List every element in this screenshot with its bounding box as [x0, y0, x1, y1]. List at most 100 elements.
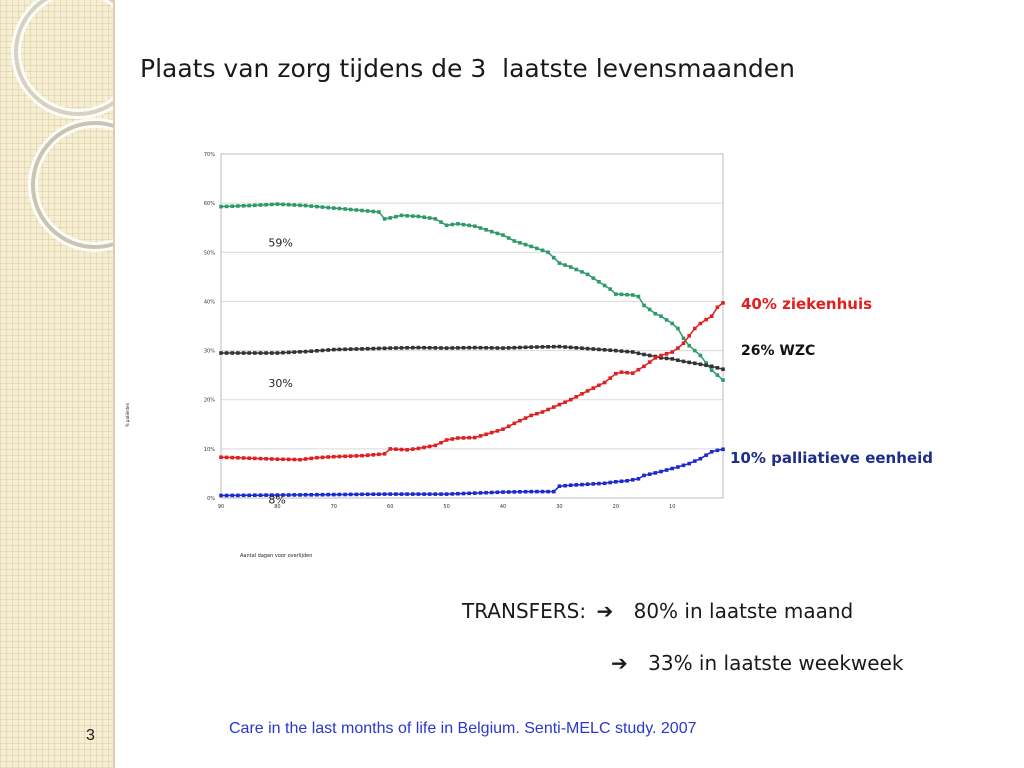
data-point [348, 492, 353, 497]
data-point [360, 453, 364, 458]
data-point [535, 411, 539, 416]
x-tick-label: 30 [556, 504, 562, 510]
data-point [540, 489, 545, 494]
data-point [681, 336, 686, 341]
series-line [220, 302, 724, 461]
data-point [484, 432, 488, 437]
data-point [546, 250, 550, 255]
data-point [540, 345, 545, 349]
data-point [495, 490, 500, 495]
annotation-label: 30% [268, 377, 292, 390]
data-point [698, 456, 703, 461]
data-point [394, 214, 398, 219]
data-point [591, 386, 596, 390]
data-point [580, 482, 584, 487]
data-point [546, 345, 550, 349]
data-point [619, 370, 624, 374]
data-point [647, 472, 652, 476]
data-point [698, 362, 703, 367]
data-point [309, 204, 313, 208]
data-point [557, 344, 562, 349]
data-point [298, 493, 302, 497]
data-point [540, 410, 545, 414]
data-point [704, 317, 708, 322]
data-point [619, 479, 624, 484]
data-point [332, 206, 336, 210]
data-point [693, 459, 697, 463]
data-point [478, 345, 483, 350]
data-point [348, 454, 353, 458]
annotation-label: 8% [268, 493, 285, 506]
data-point [399, 492, 404, 496]
data-point [450, 346, 455, 350]
data-point [546, 407, 550, 412]
data-point [631, 478, 635, 482]
data-point [241, 456, 246, 460]
data-point [411, 447, 415, 451]
data-point [320, 455, 325, 460]
data-point [467, 345, 471, 350]
data-point [647, 360, 652, 364]
data-point [506, 346, 511, 350]
data-point [343, 207, 347, 211]
data-point [326, 205, 330, 210]
data-point [343, 492, 347, 497]
data-point [315, 492, 319, 497]
data-point [614, 348, 618, 353]
data-point [371, 346, 376, 351]
data-point [489, 229, 494, 234]
data-point [608, 348, 612, 352]
data-point [394, 447, 398, 451]
data-point [687, 360, 691, 365]
data-point [563, 263, 567, 267]
data-point [444, 492, 449, 496]
data-point [253, 351, 257, 355]
data-point [704, 453, 708, 457]
data-point [574, 395, 579, 399]
data-point [523, 345, 528, 350]
data-point [224, 204, 229, 209]
data-point [473, 224, 477, 228]
transfers-value-1: 80% in laatste maand [633, 599, 854, 623]
data-point [377, 452, 381, 457]
data-point [687, 334, 691, 338]
data-point [450, 222, 455, 227]
data-point [377, 492, 381, 496]
data-point [236, 456, 240, 460]
data-point [585, 272, 590, 277]
series-thuis [219, 202, 725, 382]
data-point [580, 346, 584, 350]
data-point [568, 345, 573, 350]
data-point [224, 493, 229, 498]
y-tick-label: 10% [204, 447, 215, 453]
data-point [721, 378, 725, 382]
data-point [365, 453, 370, 457]
arrow-right-icon: ➔ [596, 599, 614, 623]
data-point [721, 367, 725, 371]
data-point [360, 492, 364, 497]
y-tick-label: 40% [204, 299, 215, 305]
y-tick-label: 70% [204, 152, 215, 158]
data-point [388, 346, 392, 350]
data-point [687, 461, 691, 466]
data-point [326, 348, 330, 352]
data-point [377, 210, 381, 214]
data-point [365, 209, 370, 213]
wzc-label: 26% WZC [741, 343, 816, 359]
data-point [315, 204, 319, 209]
data-point [704, 363, 708, 368]
data-point [388, 447, 392, 451]
data-point [535, 246, 539, 251]
data-point [377, 346, 381, 351]
data-point [461, 222, 466, 227]
data-point [247, 203, 251, 208]
data-point [405, 346, 409, 350]
data-point [495, 429, 500, 433]
data-point [473, 491, 477, 495]
data-point [484, 346, 488, 350]
data-point [693, 348, 697, 353]
data-point [642, 364, 646, 369]
data-point [614, 480, 618, 484]
data-point [275, 457, 280, 461]
